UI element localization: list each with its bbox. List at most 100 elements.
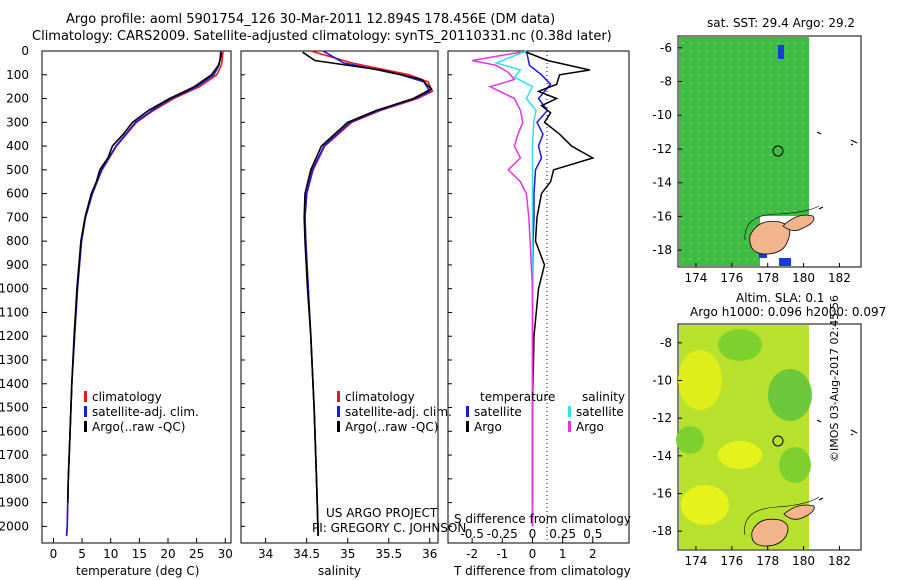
sst-cold-pixel [779, 258, 791, 266]
project-annotation: US ARGO PROJECT PI: GREGORY C. JOHNSON [312, 506, 466, 536]
difference-plot-frame [447, 50, 630, 544]
s-tick-label: -0.5 [460, 527, 483, 541]
fiji-land [751, 518, 789, 547]
y-tick-label: 700 [6, 210, 29, 224]
map-x-tick-label: 180 [792, 271, 815, 285]
x-tick-label: 36 [422, 547, 437, 561]
project-line: US ARGO PROJECT [326, 506, 438, 520]
sla-map-panel: 174 176 178 180 182 -8 -10 -12 -14 -16 -18 [652, 323, 862, 568]
x-tick-label: -2 [466, 547, 478, 561]
x-tick-label: 30 [218, 547, 233, 561]
sla-anomaly [779, 447, 811, 483]
sla-anomaly [718, 441, 762, 469]
salinity-axis-label: salinity [318, 564, 362, 578]
temperature-series-line [65, 50, 222, 536]
s-diff-axis-label: S difference from climatology [454, 512, 631, 526]
legend-item: Argo [568, 420, 625, 435]
fiji-land [782, 214, 815, 231]
title-line-2: Climatology: CARS2009. Satellite-adjuste… [32, 29, 612, 44]
legend-item: satellite [568, 405, 625, 420]
legend-title: temperature [480, 390, 556, 404]
sla-anomaly [676, 426, 704, 454]
y-tick-label: 200 [6, 92, 29, 106]
legend-item: Argo [466, 420, 555, 435]
x-tick-label: 35.5 [375, 547, 402, 561]
salinity-series-line [302, 51, 433, 536]
legend-label: satellite [474, 405, 522, 419]
y-tick-label: 400 [6, 139, 29, 153]
s-tick-label: 0.25 [549, 527, 576, 541]
temperature-axis-label: temperature (deg C) [76, 564, 200, 578]
map-y-tick-label: -16 [652, 209, 672, 223]
y-tick-label: 1800 [0, 472, 29, 486]
sla-anomaly [678, 350, 722, 410]
legend-item: climatology [84, 390, 199, 405]
island [816, 419, 858, 501]
legend-title: salinity [582, 390, 626, 404]
s-tick-label: -0.25 [487, 527, 518, 541]
island [816, 131, 858, 210]
y-tick-label: 1600 [0, 424, 29, 438]
map-y-tick-label: -18 [652, 243, 672, 257]
y-tick-label: 800 [6, 234, 29, 248]
sst-map-title: sat. SST: 29.4 Argo: 29.2 [707, 16, 856, 30]
y-tick-label: 1500 [0, 401, 29, 415]
x-tick-label: -1 [496, 547, 508, 561]
difference-series-line [471, 51, 534, 527]
map-x-tick-label: 182 [828, 554, 851, 568]
legend-label: climatology [92, 390, 162, 404]
legend-item: climatology [337, 390, 452, 405]
s-tick-label: 0.5 [583, 527, 602, 541]
fiji-land [783, 504, 815, 520]
x-tick-label: 34.5 [293, 547, 320, 561]
map-x-tick-label: 180 [792, 554, 815, 568]
legend-label: climatology [345, 390, 415, 404]
map-x-tick-label: 182 [828, 271, 851, 285]
y-tick-label: 1300 [0, 353, 29, 367]
sst-map-panel: 174 176 178 180 182 -6 -8 -10 -12 -14 -16 -18 [652, 35, 862, 285]
sla-anomaly [718, 329, 762, 361]
x-tick-label: 10 [103, 547, 118, 561]
legend-label: satellite-adj. clim. [92, 405, 199, 419]
map-y-tick-label: -18 [652, 524, 672, 538]
temperature-series-line [67, 52, 223, 503]
map-y-tick-label: -8 [660, 336, 672, 350]
map-x-tick-label: 178 [756, 271, 779, 285]
reef-outline [744, 205, 820, 241]
map-y-tick-label: -16 [652, 487, 672, 501]
x-tick-label: 2 [589, 547, 597, 561]
sla-anomaly [681, 485, 729, 525]
fiji-land [749, 220, 791, 255]
credit-stamp: ©IMOS 03-Aug-2017 02:45:56 [828, 295, 841, 462]
legend-label: Argo(..raw -QC) [92, 420, 186, 434]
x-tick-label: 35 [340, 547, 355, 561]
title-line-1: Argo profile: aoml 5901754_126 30-Mar-20… [66, 12, 556, 27]
map-y-tick-label: -12 [652, 142, 672, 156]
legend-label: Argo [474, 420, 502, 434]
map-y-tick-label: -14 [652, 176, 672, 190]
x-tick-label: 5 [78, 547, 86, 561]
reef-outline [744, 496, 820, 536]
s-tick-label: 0 [529, 527, 537, 541]
legend-item: satellite [466, 405, 555, 420]
y-tick-label: 900 [6, 258, 29, 272]
map-y-tick-label: -8 [660, 75, 672, 89]
y-tick-label: 1200 [0, 329, 29, 343]
salinity-series-line [304, 50, 434, 536]
legend-label: satellite [576, 405, 624, 419]
map-x-tick-label: 178 [756, 554, 779, 568]
sst-cold-pixel [759, 252, 767, 258]
legend-label: satellite-adj. clim. [345, 405, 452, 419]
difference-series-line [493, 50, 537, 527]
y-tick-label: 300 [6, 115, 29, 129]
sla-anomaly [768, 369, 812, 421]
map-y-tick-label: -6 [660, 41, 672, 55]
temperature-legend: climatology satellite-adj. clim. Argo(..… [84, 390, 199, 435]
legend-item: Argo(..raw -QC) [337, 420, 452, 435]
pi-line: PI: GREGORY C. JOHNSON [312, 521, 467, 535]
y-tick-label: 1400 [0, 377, 29, 391]
argo-location-marker [772, 145, 784, 157]
y-tick-label: 0 [21, 44, 29, 58]
x-tick-label: 1 [559, 547, 567, 561]
